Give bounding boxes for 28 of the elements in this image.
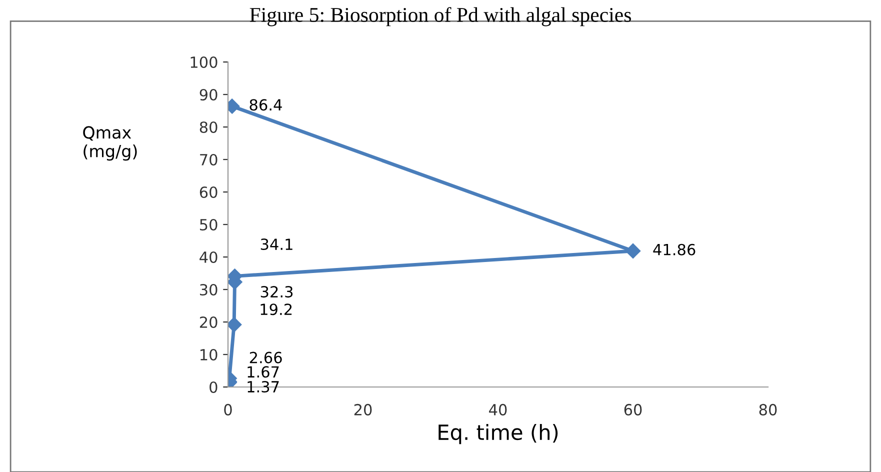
point bbox=[228, 317, 242, 332]
y-tick-label: 40 bbox=[200, 251, 218, 264]
y-tick-label: 30 bbox=[200, 284, 218, 296]
y-tick-label: 20 bbox=[200, 316, 218, 328]
y-tick-label: 0 bbox=[210, 381, 218, 394]
y-tick-label: 10 bbox=[200, 348, 218, 361]
y-tick-label: 80 bbox=[200, 121, 218, 134]
x-tick-label: 20 bbox=[354, 404, 372, 416]
y-tick-label: 70 bbox=[200, 154, 218, 166]
data-label: 1.67 bbox=[248, 366, 279, 378]
x-tick-label: 0 bbox=[224, 404, 232, 416]
data-label: 86.4 bbox=[250, 99, 282, 111]
y-tick-label: 50 bbox=[200, 218, 218, 231]
data-label: 1.37 bbox=[248, 380, 279, 393]
data-label: 41.86 bbox=[653, 244, 696, 256]
data-label: 2.66 bbox=[250, 352, 282, 364]
y-tick-label: 60 bbox=[200, 186, 218, 198]
data-label: 34.1 bbox=[260, 238, 292, 250]
y-axis-title: Qmax (mg/g) bbox=[83, 126, 137, 161]
y-tick-label: 90 bbox=[200, 88, 218, 101]
x-axis-title: Eq. time (h) bbox=[438, 424, 558, 444]
x-tick-label: 80 bbox=[759, 404, 777, 416]
x-tick-label: 60 bbox=[624, 404, 642, 416]
x-tick-label: 40 bbox=[489, 404, 507, 416]
y-tick-label: 100 bbox=[190, 56, 218, 68]
data-label: 32.3 bbox=[260, 286, 293, 298]
data-label: 19.2 bbox=[260, 304, 292, 316]
chart-title: Figure 5: Biosorption of Pd with algal species bbox=[250, 7, 631, 26]
